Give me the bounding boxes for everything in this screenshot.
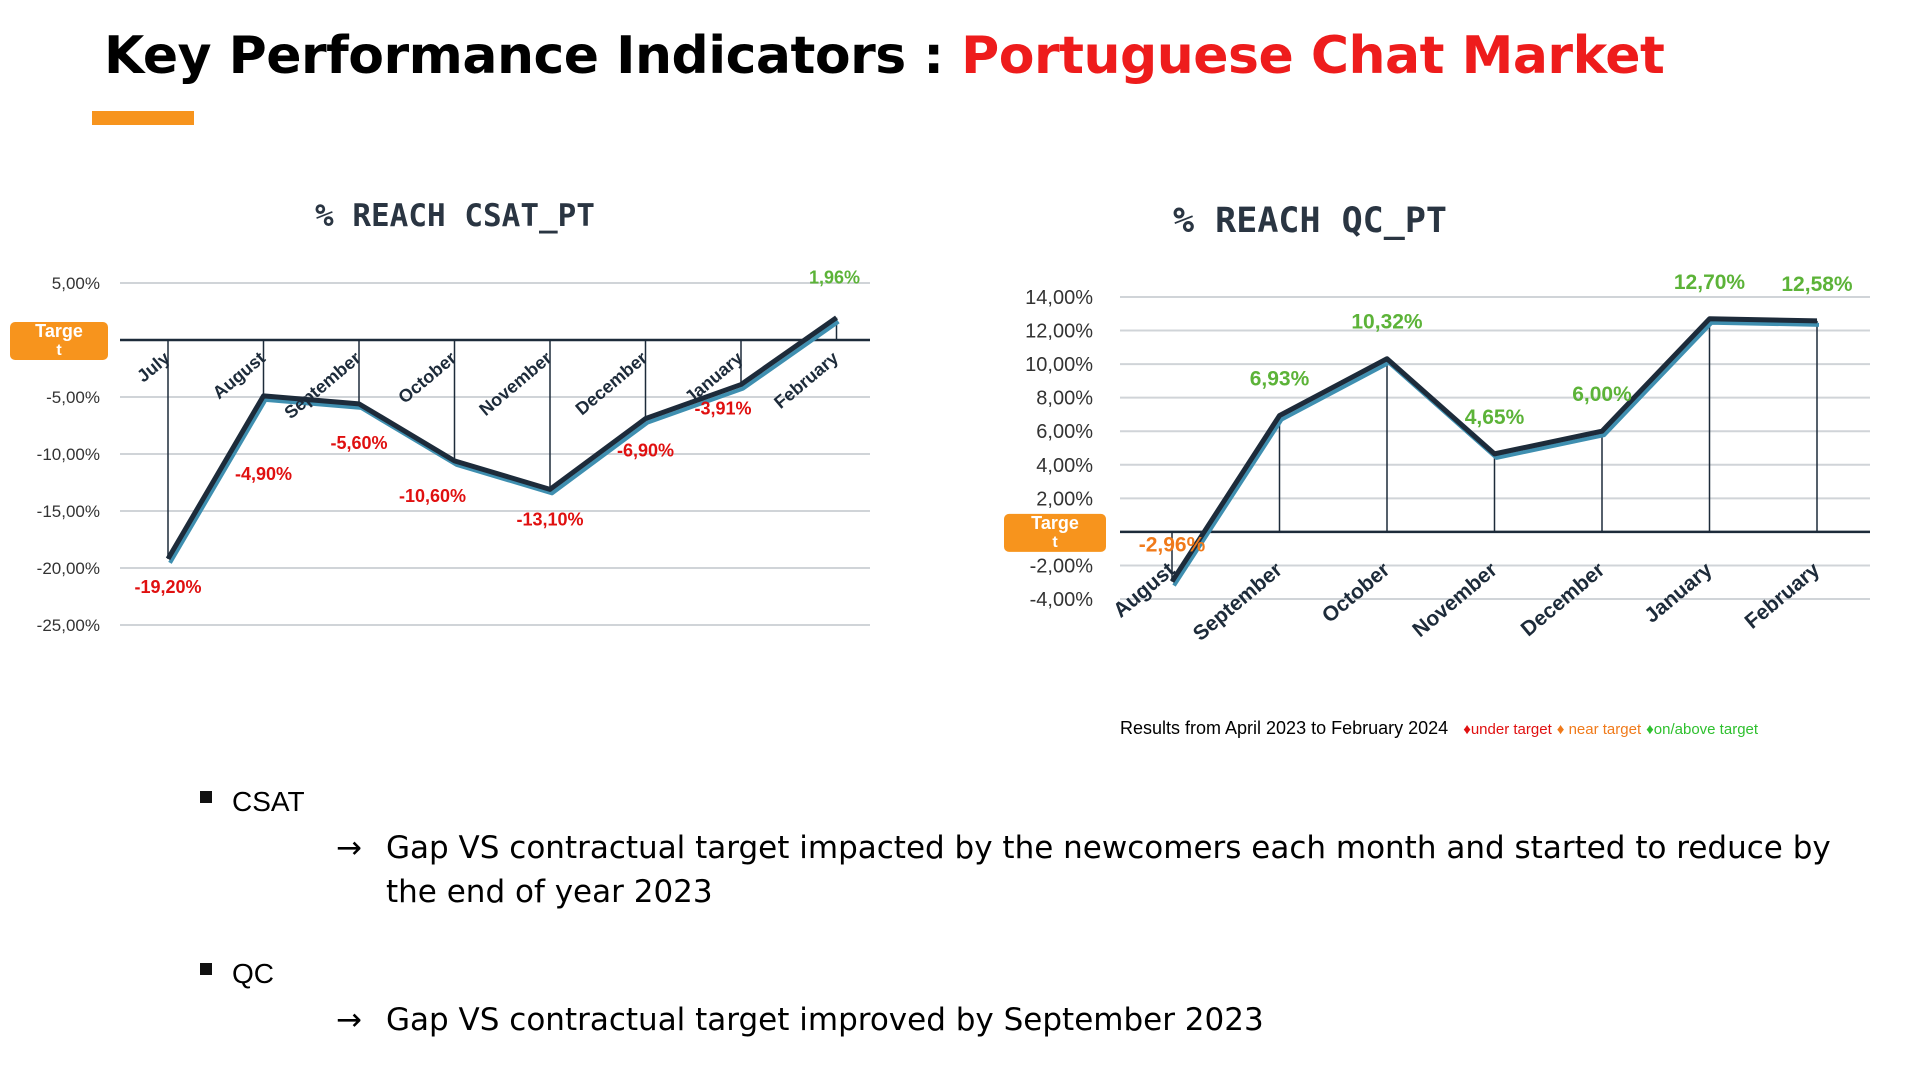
qc-ytick-label: 14,00% xyxy=(1025,287,1093,309)
chart-legend: Results from April 2023 to February 2024… xyxy=(1120,718,1758,739)
csat-category-label: September xyxy=(280,348,364,423)
arrow-right-icon: → xyxy=(336,830,362,866)
csat-data-label: -13,10% xyxy=(516,509,583,529)
csat-data-label: -6,90% xyxy=(617,441,674,461)
legend-near-target: ♦ near target xyxy=(1556,721,1642,738)
csat-category-label: October xyxy=(394,348,460,408)
qc-data-label: 12,70% xyxy=(1674,271,1746,294)
csat-data-label: 1,96% xyxy=(809,268,860,288)
bullet-csat-detail: → Gap VS contractual target impacted by … xyxy=(336,826,1900,914)
csat-data-label: -19,20% xyxy=(134,577,201,597)
bullet-qc-detail-text: Gap VS contractual target improved by Se… xyxy=(386,1002,1264,1038)
csat-ytick-label: -10,00% xyxy=(37,445,100,464)
csat-target-badge-text: Targe xyxy=(35,321,83,341)
csat-data-label: -5,60% xyxy=(330,433,387,453)
csat-title: % REACH CSAT_PT xyxy=(315,198,595,234)
qc-data-label: 4,65% xyxy=(1465,406,1525,429)
bullet-square-icon xyxy=(200,791,212,803)
bullet-qc: QC xyxy=(200,958,1900,990)
qc-category-label: August xyxy=(1109,558,1179,622)
csat-category-label: December xyxy=(572,348,652,419)
legend-results: Results from April 2023 to February 2024 xyxy=(1120,718,1449,738)
qc-ytick-label: 8,00% xyxy=(1036,388,1093,410)
csat-data-label: -10,60% xyxy=(399,486,466,506)
csat-ytick-label: -5,00% xyxy=(46,388,100,407)
page-title-accent: Portuguese Chat Market xyxy=(961,26,1665,86)
qc-series-line xyxy=(1169,316,1818,583)
arrow-right-icon: → xyxy=(336,1002,362,1038)
qc-data-label: -2,96% xyxy=(1139,534,1206,557)
page-title: Key Performance Indicators : Portuguese … xyxy=(104,26,1665,86)
qc-ytick-label: 6,00% xyxy=(1036,421,1093,443)
qc-ytick-label: 12,00% xyxy=(1025,321,1093,343)
qc-category-label: January xyxy=(1640,558,1717,628)
bullet-csat: CSAT xyxy=(200,786,1900,818)
csat-chart: % REACH CSAT_PT 5,00% -5,00% -10,00% -15,00%… xyxy=(10,198,870,635)
bullet-qc-detail: → Gap VS contractual target improved by … xyxy=(336,998,1900,1042)
qc-target-badge-text: Targe xyxy=(1031,513,1079,533)
qc-category-label: November xyxy=(1408,558,1501,642)
qc-data-label: 10,32% xyxy=(1351,311,1423,334)
csat-series-shadow xyxy=(168,320,840,564)
qc-chart: % REACH QC_PT 14,00% 12,00% 10,00% 8,00% 6,00… xyxy=(1004,201,1870,646)
bullet-csat-label: CSAT xyxy=(232,786,305,817)
title-underline-bar xyxy=(92,111,194,125)
bullet-csat-detail-text: Gap VS contractual target impacted by th… xyxy=(386,830,1831,910)
csat-ytick-label: -25,00% xyxy=(37,616,100,635)
csat-target-badge-text: t xyxy=(56,342,62,359)
csat-series-line xyxy=(165,315,838,561)
csat-ytick-label: 5,00% xyxy=(52,274,100,293)
csat-target-badge-bg xyxy=(10,322,108,360)
qc-target-badge-text: t xyxy=(1052,534,1058,551)
csat-data-label: -3,91% xyxy=(694,399,751,419)
qc-target-badge-bg xyxy=(1004,513,1106,552)
bullet-list: CSAT → Gap VS contractual target impacte… xyxy=(200,780,1900,1042)
bullet-qc-label: QC xyxy=(232,958,274,989)
qc-category-label: February xyxy=(1741,558,1825,634)
bullet-square-icon xyxy=(200,963,212,975)
qc-data-label: 6,93% xyxy=(1250,368,1310,391)
qc-ytick-label: 2,00% xyxy=(1036,488,1093,510)
qc-series-shadow xyxy=(1172,320,1820,587)
legend-on-above-target: ♦on/above target xyxy=(1646,721,1759,738)
csat-data-label: -4,90% xyxy=(235,464,292,484)
qc-title: % REACH QC_PT xyxy=(1173,201,1447,241)
csat-ytick-label: -20,00% xyxy=(37,559,100,578)
qc-data-label: 6,00% xyxy=(1572,383,1632,406)
legend-under-target: ♦under target xyxy=(1463,721,1552,738)
qc-ytick-label: 10,00% xyxy=(1025,354,1093,376)
csat-category-label: November xyxy=(475,348,555,420)
qc-ytick-label: -4,00% xyxy=(1030,589,1094,611)
csat-category-label: August xyxy=(209,348,269,403)
qc-ytick-label: -2,00% xyxy=(1030,555,1094,577)
qc-data-label: 12,58% xyxy=(1781,273,1853,296)
qc-category-label: September xyxy=(1189,558,1287,645)
qc-ytick-label: 4,00% xyxy=(1036,455,1093,477)
page-title-main: Key Performance Indicators : xyxy=(104,26,962,86)
qc-category-label: October xyxy=(1318,558,1394,627)
csat-ytick-label: -15,00% xyxy=(37,502,100,521)
